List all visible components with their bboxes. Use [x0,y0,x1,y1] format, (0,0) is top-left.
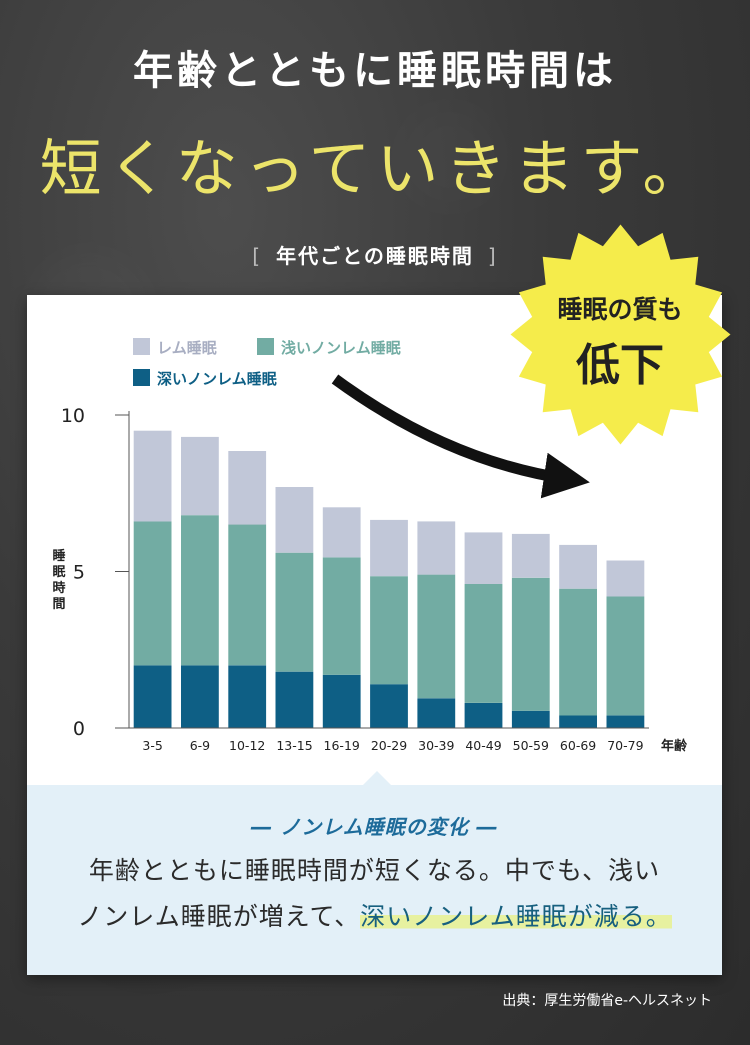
bar-segment-0-9 [559,715,597,728]
bar-segment-1-7 [464,584,503,703]
badge-text-line1: 睡眠の質も [557,295,682,324]
x-tick-label: 50-59 [513,738,549,753]
bar-segment-1-2 [228,524,267,666]
bar-segment-0-10 [606,715,645,728]
bar-segment-1-1 [181,515,219,666]
note-text-line1: 年齢とともに睡眠時間が短くなる。中でも、浅い [88,856,661,885]
y-tick-label: 0 [73,718,85,740]
y-tick-label: 5 [73,562,85,584]
x-tick-label: 13-15 [276,738,312,753]
x-tick-label: 16-19 [324,738,360,753]
bar-segment-2-4 [322,507,361,558]
bar-segment-0-2 [228,665,267,728]
y-axis-label: 睡眠時間 [52,548,65,612]
note-highlight: 深いノンレム睡眠が減る。 [360,902,672,931]
bar-segment-0-7 [464,703,503,728]
decline-arrow-icon [331,374,590,499]
bar-segment-2-1 [181,436,219,516]
bar-segment-2-10 [606,560,645,597]
x-tick-label: 40-49 [465,738,501,753]
note-box: ― ノンレム睡眠の変化 ― 年齢とともに睡眠時間が短くなる。中でも、浅い ノンレ… [27,771,722,975]
bar-segment-0-4 [322,674,361,728]
y-tick-label: 10 [61,405,85,427]
legend-label: レム睡眠 [157,339,217,357]
bar-segment-1-8 [511,577,550,711]
bar-segment-1-6 [417,574,456,699]
bar-segment-1-4 [322,557,361,675]
bar-segment-2-9 [559,544,597,589]
bar-segment-2-6 [417,521,456,575]
bar-segment-2-2 [228,451,267,525]
subtitle-text: 年代ごとの睡眠時間 [276,244,474,268]
x-tick-label: 70-79 [607,738,643,753]
note-heading: ― ノンレム睡眠の変化 ― [251,815,498,839]
bar-segment-0-3 [275,671,314,728]
stacked-bar-chart: 3-5 6-9 10-12 13-15 16-19 20-29 30-39 40-49 50-5… [52,338,688,754]
bar-segment-2-7 [464,532,503,584]
legend-swatch [133,369,150,386]
x-tick-label: 3-5 [142,738,162,753]
bar-segment-0-8 [511,710,550,728]
bar-segment-2-0 [133,430,172,522]
chart-subtitle: [ 年代ごとの睡眠時間] [0,240,750,269]
bar-segment-1-10 [606,596,645,716]
subtitle-bracket-close: ] [487,244,498,268]
bar-segment-2-5 [370,519,408,577]
x-axis-label: 年齢 [661,738,688,754]
note-text-line2: ノンレム睡眠が増えて、深いノンレム睡眠が減る。 [27,897,722,933]
burst-shape [510,224,731,445]
bar-segment-1-0 [133,521,172,666]
quality-decline-badge: 睡眠の質も 低下 [510,224,731,445]
bar-segment-1-9 [559,588,597,716]
source-credit: 出典：厚生労働省e-ヘルスネット [502,993,712,1009]
x-tick-label: 30-39 [418,738,454,753]
bar-segment-0-6 [417,698,456,728]
bar-segment-1-5 [370,576,408,685]
x-tick-label: 20-29 [371,738,407,753]
badge-text-line2: 低下 [576,340,664,391]
subtitle-bracket-open: [ [252,244,263,268]
page-title-line1: 年齢とともに睡眠時間は [133,48,617,94]
bar-segment-1-3 [275,552,314,672]
x-tick-label: 60-69 [560,738,596,753]
x-tick-label: 10-12 [229,738,265,753]
bar-segment-2-8 [511,533,550,578]
bar-segment-0-0 [133,665,172,728]
note-text-line2-a: ノンレム睡眠が増えて、 [77,902,361,931]
legend-label: 浅いノンレム睡眠 [281,339,401,357]
x-tick-label: 6-9 [190,738,210,753]
legend-label: 深いノンレム睡眠 [157,370,277,388]
legend-swatch [133,338,150,355]
page-title-line2: 短くなっていきます。 [39,132,711,205]
bar-segment-0-1 [181,665,219,728]
bar-segment-0-5 [370,684,408,728]
note-pointer [363,771,391,785]
legend-swatch [257,338,274,355]
bar-segment-2-3 [275,487,314,553]
